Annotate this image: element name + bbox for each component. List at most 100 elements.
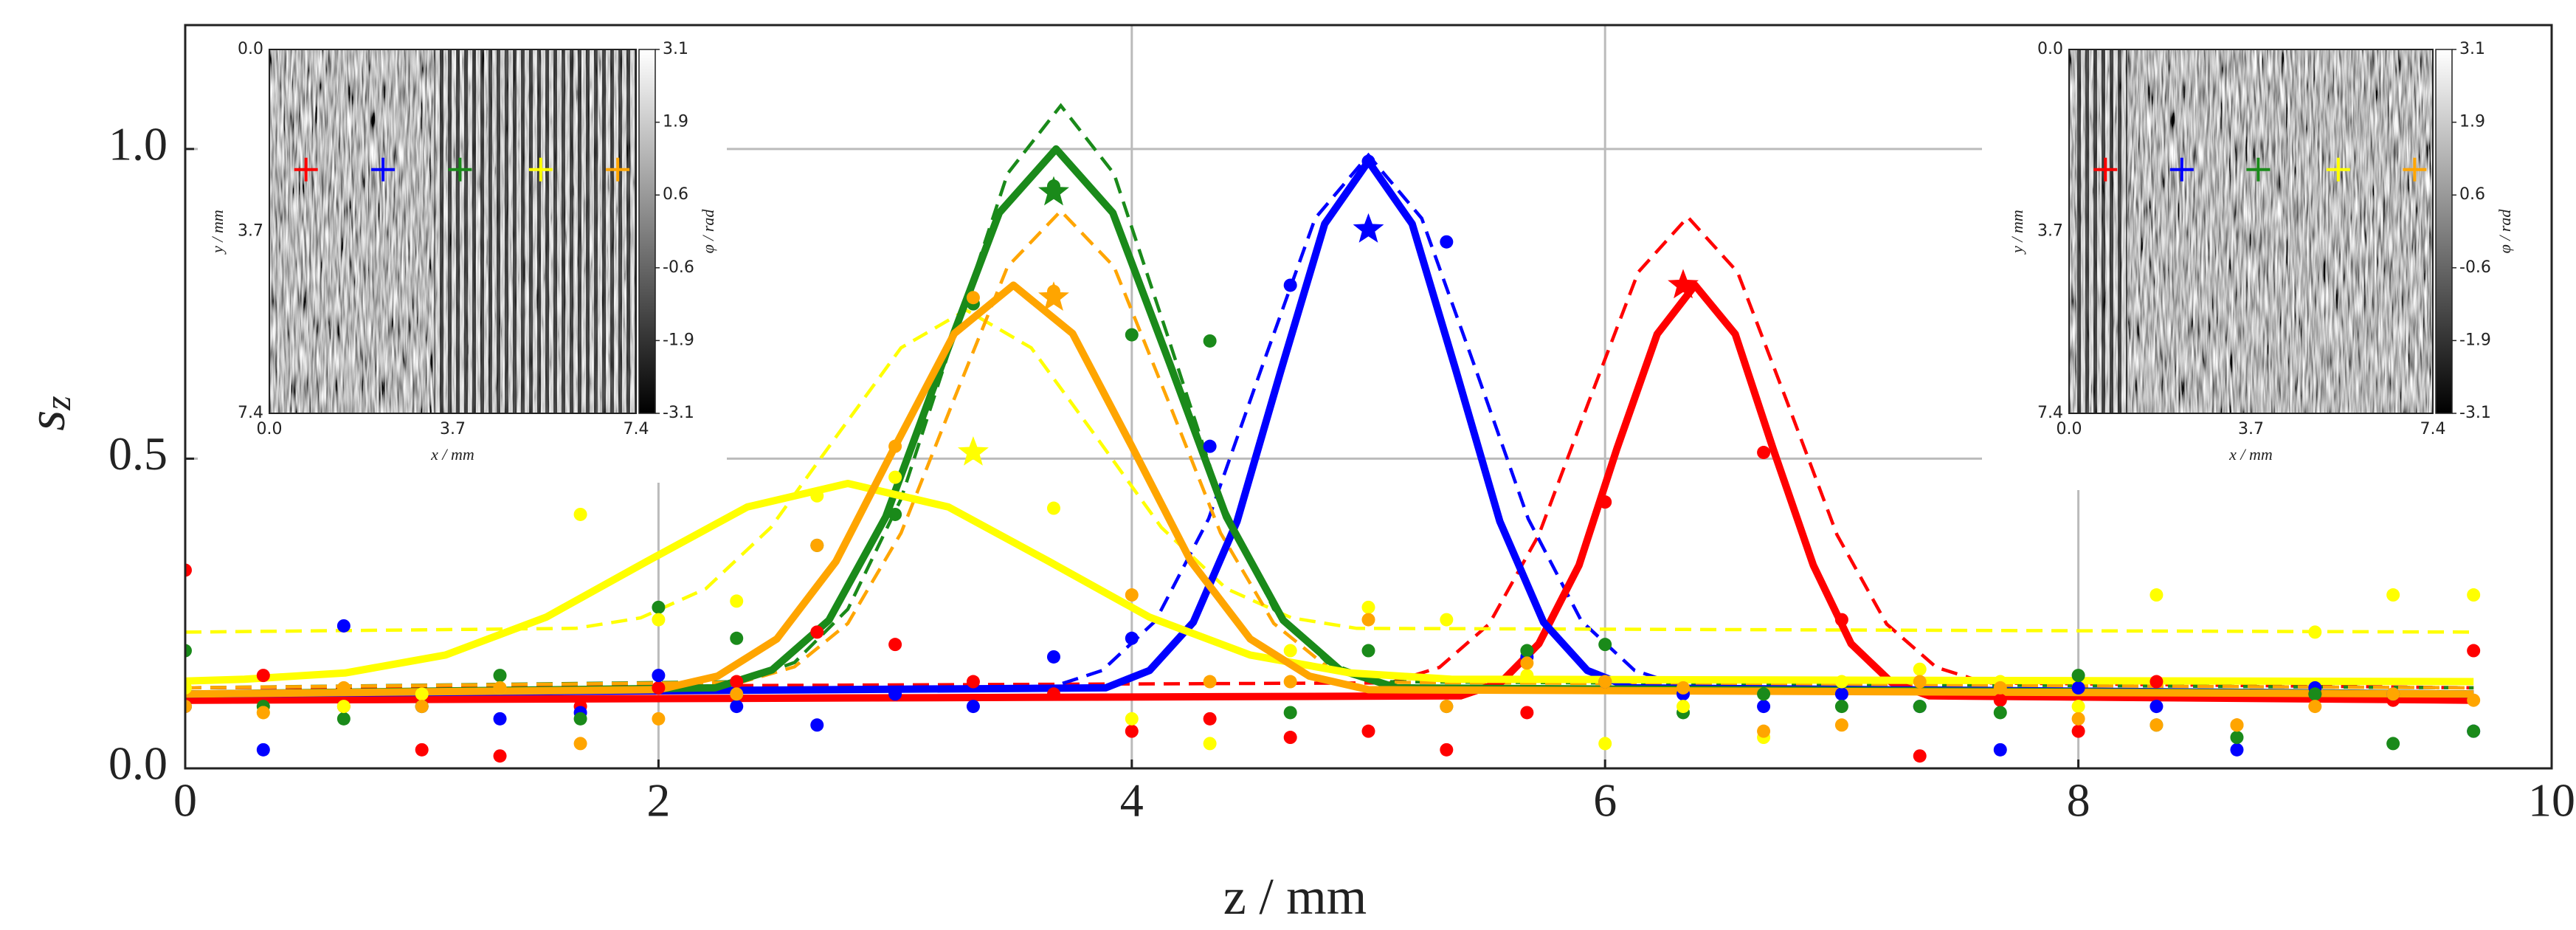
data-point [1520,656,1534,670]
colorbar-tick-label: 3.1 [663,40,688,58]
inset-y-tick-label: 3.7 [2037,222,2063,241]
axes-frame [184,24,2553,770]
data-point [573,507,587,521]
inset-x-label: x / mm [430,445,474,464]
inset-y-label: y / mm [2008,210,2026,255]
data-point [1993,743,2007,757]
data-point [1203,439,1217,453]
data-point [1440,743,1454,757]
colorbar-tick-label: -1.9 [2459,331,2491,349]
data-point [1834,675,1848,689]
data-point [888,638,902,652]
data-point [493,712,507,726]
model-curve [185,208,2474,690]
x-tick-label: 2 [646,774,670,827]
inset-x-tick-label: 0.0 [257,420,283,438]
inset-y-label: y / mm [208,210,227,255]
data-point [810,718,824,732]
data-point [1046,687,1060,701]
inset-x-tick-label: 3.7 [2238,420,2264,438]
data-point [1677,681,1691,695]
data-point [1125,631,1139,645]
data-point [1283,278,1297,292]
data-point [1834,687,1848,701]
inset-x-tick-label: 0.0 [2057,420,2082,438]
data-point [652,600,666,614]
data-point [966,675,980,689]
data-point [1520,669,1534,683]
data-point [336,619,351,633]
colorbar-label: φ / rad [699,209,717,254]
inset-y-tick-label: 7.4 [2037,404,2063,422]
data-point [1203,712,1217,726]
fit-curve [185,480,2474,686]
data-point [1520,644,1534,658]
phase-stripes [2076,49,2127,413]
data-point [2308,687,2322,701]
data-point [810,538,824,552]
peak-star [1353,213,1384,243]
axes: 0 2 4 6 8 10 0.0 0.5 1.0 [108,118,2575,827]
data-point [185,563,192,577]
data-point [336,700,351,714]
y-tick-label: 0.0 [108,737,168,790]
data-point [415,700,429,714]
data-point [1834,700,1848,714]
data-point [2467,724,2481,738]
data-point [256,706,270,720]
phase-stripes [434,49,636,413]
x-tick-label: 8 [2067,774,2090,827]
data-point [1913,675,1927,689]
data-point [1520,706,1534,720]
colorbar-label: φ / rad [2496,209,2514,254]
data-point [810,625,824,639]
data-point [1677,700,1691,714]
data-point [1598,495,1612,509]
data-point [730,631,744,645]
data-point [2149,700,2164,714]
data-point [2386,588,2400,602]
fit-curve [185,281,2474,698]
data-point [652,669,666,683]
data-point [415,687,429,701]
data-point [810,489,824,503]
colorbar-tick-label: 0.6 [2459,185,2485,204]
data-point [1361,613,1375,627]
peak-star [1038,176,1069,206]
data-point [1046,650,1060,664]
data-point [185,681,192,695]
inset-x-tick-label: 7.4 [624,420,649,438]
x-tick-label: 4 [1120,774,1144,827]
colorbar-tick-label: -3.1 [2459,404,2491,422]
data-point [2071,700,2085,714]
data-point [1125,328,1139,342]
data-point [2467,644,2481,658]
data-point [1598,675,1612,689]
y-axis-label-main: s [17,410,76,431]
colorbar-tick-label: -3.1 [663,404,694,422]
data-point [1757,687,1771,701]
x-tick-label: 0 [173,774,197,827]
insets: 0.0 0.0 3.7 3.7 7.4 7.4 x / mm y / mm 3.1 1.9 0.6 -… [198,25,2552,490]
inset-y-tick-label: 7.4 [238,404,263,422]
fit-curve [185,281,2474,704]
inset-x-tick-label: 7.4 [2420,420,2446,438]
data-point [1283,706,1297,720]
colorbar-tick-label: 3.1 [2459,40,2485,58]
data-point [1125,588,1139,602]
data-point [2230,718,2244,732]
x-tick-label: 10 [2528,774,2575,827]
data-point [2071,724,2085,738]
data-point [2149,588,2164,602]
data-point [1283,675,1297,689]
data-point [256,669,270,683]
data-point [2149,675,2164,689]
colorbar [2435,49,2453,414]
data-point [888,470,902,484]
data-point [730,687,744,701]
data-point [493,681,507,695]
image-frame [269,49,637,414]
plot-area [185,103,2481,763]
data-point [1440,613,1454,627]
